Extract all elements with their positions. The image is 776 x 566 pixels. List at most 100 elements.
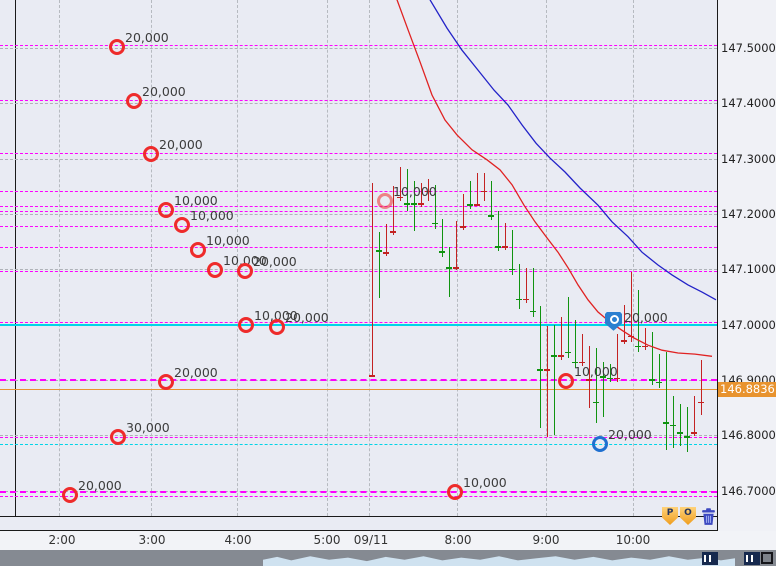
candle-wick <box>525 267 527 303</box>
price-axis-label: 147.0000 <box>721 317 776 332</box>
order-marker-circle[interactable] <box>62 486 78 503</box>
order-marker-label: 20,000 <box>174 364 218 380</box>
level-line-magenta[interactable] <box>0 211 717 213</box>
candle-wick <box>560 317 562 361</box>
order-marker-circle[interactable] <box>158 373 174 390</box>
order-marker-circle[interactable] <box>126 93 142 110</box>
window-thumbnail[interactable] <box>761 552 773 564</box>
candle-wick <box>672 395 674 449</box>
order-marker-circle[interactable] <box>143 145 159 162</box>
candle-body <box>530 310 536 313</box>
h-gridline <box>0 435 717 437</box>
level-line-magenta[interactable] <box>0 379 717 382</box>
ma-slow-blue-line <box>429 0 717 301</box>
level-line-magenta[interactable] <box>0 152 717 154</box>
candle-wick <box>483 173 485 201</box>
candle-wick <box>567 297 569 358</box>
order-marker-circle[interactable] <box>447 483 463 500</box>
level-line-magenta[interactable] <box>0 270 717 272</box>
candle-body <box>467 204 473 206</box>
level-line-cyan[interactable] <box>0 444 717 446</box>
level-line-magenta[interactable] <box>0 321 717 323</box>
level-line-magenta[interactable] <box>0 436 717 438</box>
level-line-magenta[interactable] <box>0 44 717 46</box>
h-gridline <box>0 103 717 105</box>
level-line-orange[interactable] <box>0 388 717 390</box>
candle-wick <box>455 221 457 270</box>
candle-body <box>460 226 466 228</box>
price-axis-label: 146.8000 <box>721 428 776 443</box>
ma-fast-red-line <box>396 0 713 357</box>
candle-wick <box>700 360 702 415</box>
candle-wick <box>588 345 590 408</box>
candle-wick <box>497 210 499 252</box>
candle-body <box>390 231 396 233</box>
candle-wick <box>665 351 667 450</box>
order-marker-circle[interactable] <box>174 217 190 234</box>
order-marker-circle[interactable] <box>110 429 126 446</box>
pause-icon[interactable] <box>744 552 760 565</box>
order-marker-circle[interactable] <box>269 319 285 335</box>
order-marker-label: 10,000 <box>190 208 234 224</box>
order-marker-label: 10,000 <box>223 253 267 268</box>
candle-wick <box>469 180 471 209</box>
pending-order-badge[interactable]: P <box>662 507 678 525</box>
order-marker-circle[interactable] <box>592 435 608 452</box>
order-marker-label: 20,000 <box>608 426 652 442</box>
order-marker-circle[interactable] <box>238 317 254 334</box>
order-marker-circle[interactable] <box>377 192 393 209</box>
position-pin-icon[interactable] <box>605 311 622 331</box>
trash-icon[interactable] <box>699 507 718 526</box>
level-line-magenta[interactable] <box>0 191 717 193</box>
level-line-magenta[interactable] <box>0 225 717 227</box>
candle-body <box>579 361 585 364</box>
time-axis-label: 09/11 <box>353 533 389 547</box>
candle-wick <box>392 185 394 236</box>
time-axis-label: 10:00 <box>615 533 651 547</box>
order-marker-circle[interactable] <box>237 263 253 280</box>
candle-wick <box>609 364 611 382</box>
level-line-magenta[interactable] <box>0 99 717 101</box>
candle-body <box>614 377 620 380</box>
v-gridline <box>457 0 458 516</box>
candle-wick <box>630 272 632 343</box>
candle-body <box>516 298 522 301</box>
candle-body <box>600 376 606 378</box>
candle-wick <box>658 354 660 388</box>
candle-wick <box>462 194 464 231</box>
candle-body <box>677 432 683 434</box>
price-axis: 147.5000 147.4000 147.3000 147.2000 147.1000… <box>718 0 776 516</box>
level-line-magenta[interactable] <box>0 496 717 498</box>
candle-body <box>537 369 543 371</box>
time-axis-label: 3:00 <box>138 533 166 547</box>
candle-body <box>663 422 669 424</box>
order-marker-circle[interactable] <box>207 262 223 278</box>
order-marker-label: 10,000 <box>393 183 437 199</box>
open-order-badge[interactable]: O <box>680 507 696 525</box>
plot-left-border <box>15 0 16 516</box>
order-marker-circle[interactable] <box>190 242 206 258</box>
order-marker-circle[interactable] <box>109 38 125 55</box>
candle-body <box>439 251 445 253</box>
order-marker-circle[interactable] <box>558 372 574 389</box>
level-line-magenta[interactable] <box>0 247 717 249</box>
v-gridline <box>59 0 60 516</box>
level-line-cyan[interactable] <box>0 323 717 326</box>
chart-plot-area[interactable]: 20,000 20,000 20,000 10,000 10,000 10,000 10,0… <box>0 0 718 517</box>
chart-object-toolbar: P O <box>660 507 720 527</box>
candle-body <box>607 377 613 380</box>
pause-icon[interactable] <box>702 552 718 565</box>
order-marker-circle[interactable] <box>158 202 174 219</box>
candle-wick <box>623 304 625 345</box>
v-gridline <box>369 0 370 516</box>
level-line-magenta[interactable] <box>0 206 717 208</box>
candle-body <box>586 379 592 381</box>
candle-body <box>558 355 564 357</box>
candle-wick <box>371 183 373 378</box>
candle-wick <box>532 268 534 317</box>
candle-body <box>488 215 494 217</box>
candle-wick <box>385 224 387 257</box>
candle-body <box>649 379 655 381</box>
level-line-magenta[interactable] <box>0 491 717 494</box>
